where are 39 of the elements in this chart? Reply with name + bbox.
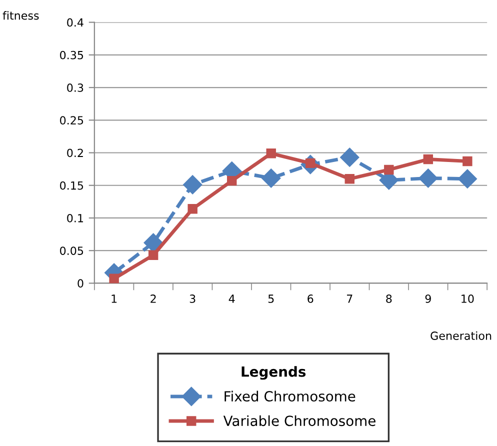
point (188, 204, 198, 214)
point (148, 250, 158, 260)
point (344, 174, 354, 184)
x-axis-title: Generation (430, 331, 492, 340)
legend-label: Variable Chromosome (223, 415, 376, 426)
legend-title: Legends (242, 366, 306, 380)
x-tick-label: 7 (347, 294, 352, 303)
y-tick-label: 0.15 (60, 181, 84, 190)
point (226, 176, 237, 186)
x-tick-label: 6 (308, 294, 314, 303)
point (384, 164, 394, 175)
legend-label: Fixed Chromosome (224, 390, 356, 402)
point (462, 156, 472, 166)
point (418, 168, 438, 188)
point (340, 148, 360, 167)
x-tick-label: 9 (425, 294, 431, 303)
y-axis-title: fitness (2, 11, 39, 20)
x-tick-label: 8 (386, 294, 392, 303)
x-tick-label: 1 (112, 294, 117, 303)
y-tick-label: 0.35 (60, 50, 84, 60)
point (266, 148, 276, 158)
point (423, 154, 434, 164)
y-tick-label: 0 (78, 279, 84, 288)
point (458, 169, 477, 188)
point (262, 168, 281, 188)
x-tick-label: 2 (150, 294, 156, 303)
x-tick-label: 3 (190, 294, 196, 303)
y-tick-label: 0.3 (67, 84, 84, 92)
point (144, 233, 163, 252)
x-tick-label: 10 (462, 294, 474, 303)
y-tick-label: 0.2 (67, 148, 83, 158)
y-tick-label: 0.4 (67, 18, 84, 27)
y-tick-label: 0.05 (60, 246, 84, 255)
y-tick-label: 0.25 (60, 116, 84, 125)
point (183, 175, 202, 194)
x-tick-label: 4 (228, 294, 235, 303)
point (109, 274, 119, 284)
x-tick-label: 5 (268, 294, 274, 303)
y-tick-label: 0.1 (67, 214, 83, 222)
